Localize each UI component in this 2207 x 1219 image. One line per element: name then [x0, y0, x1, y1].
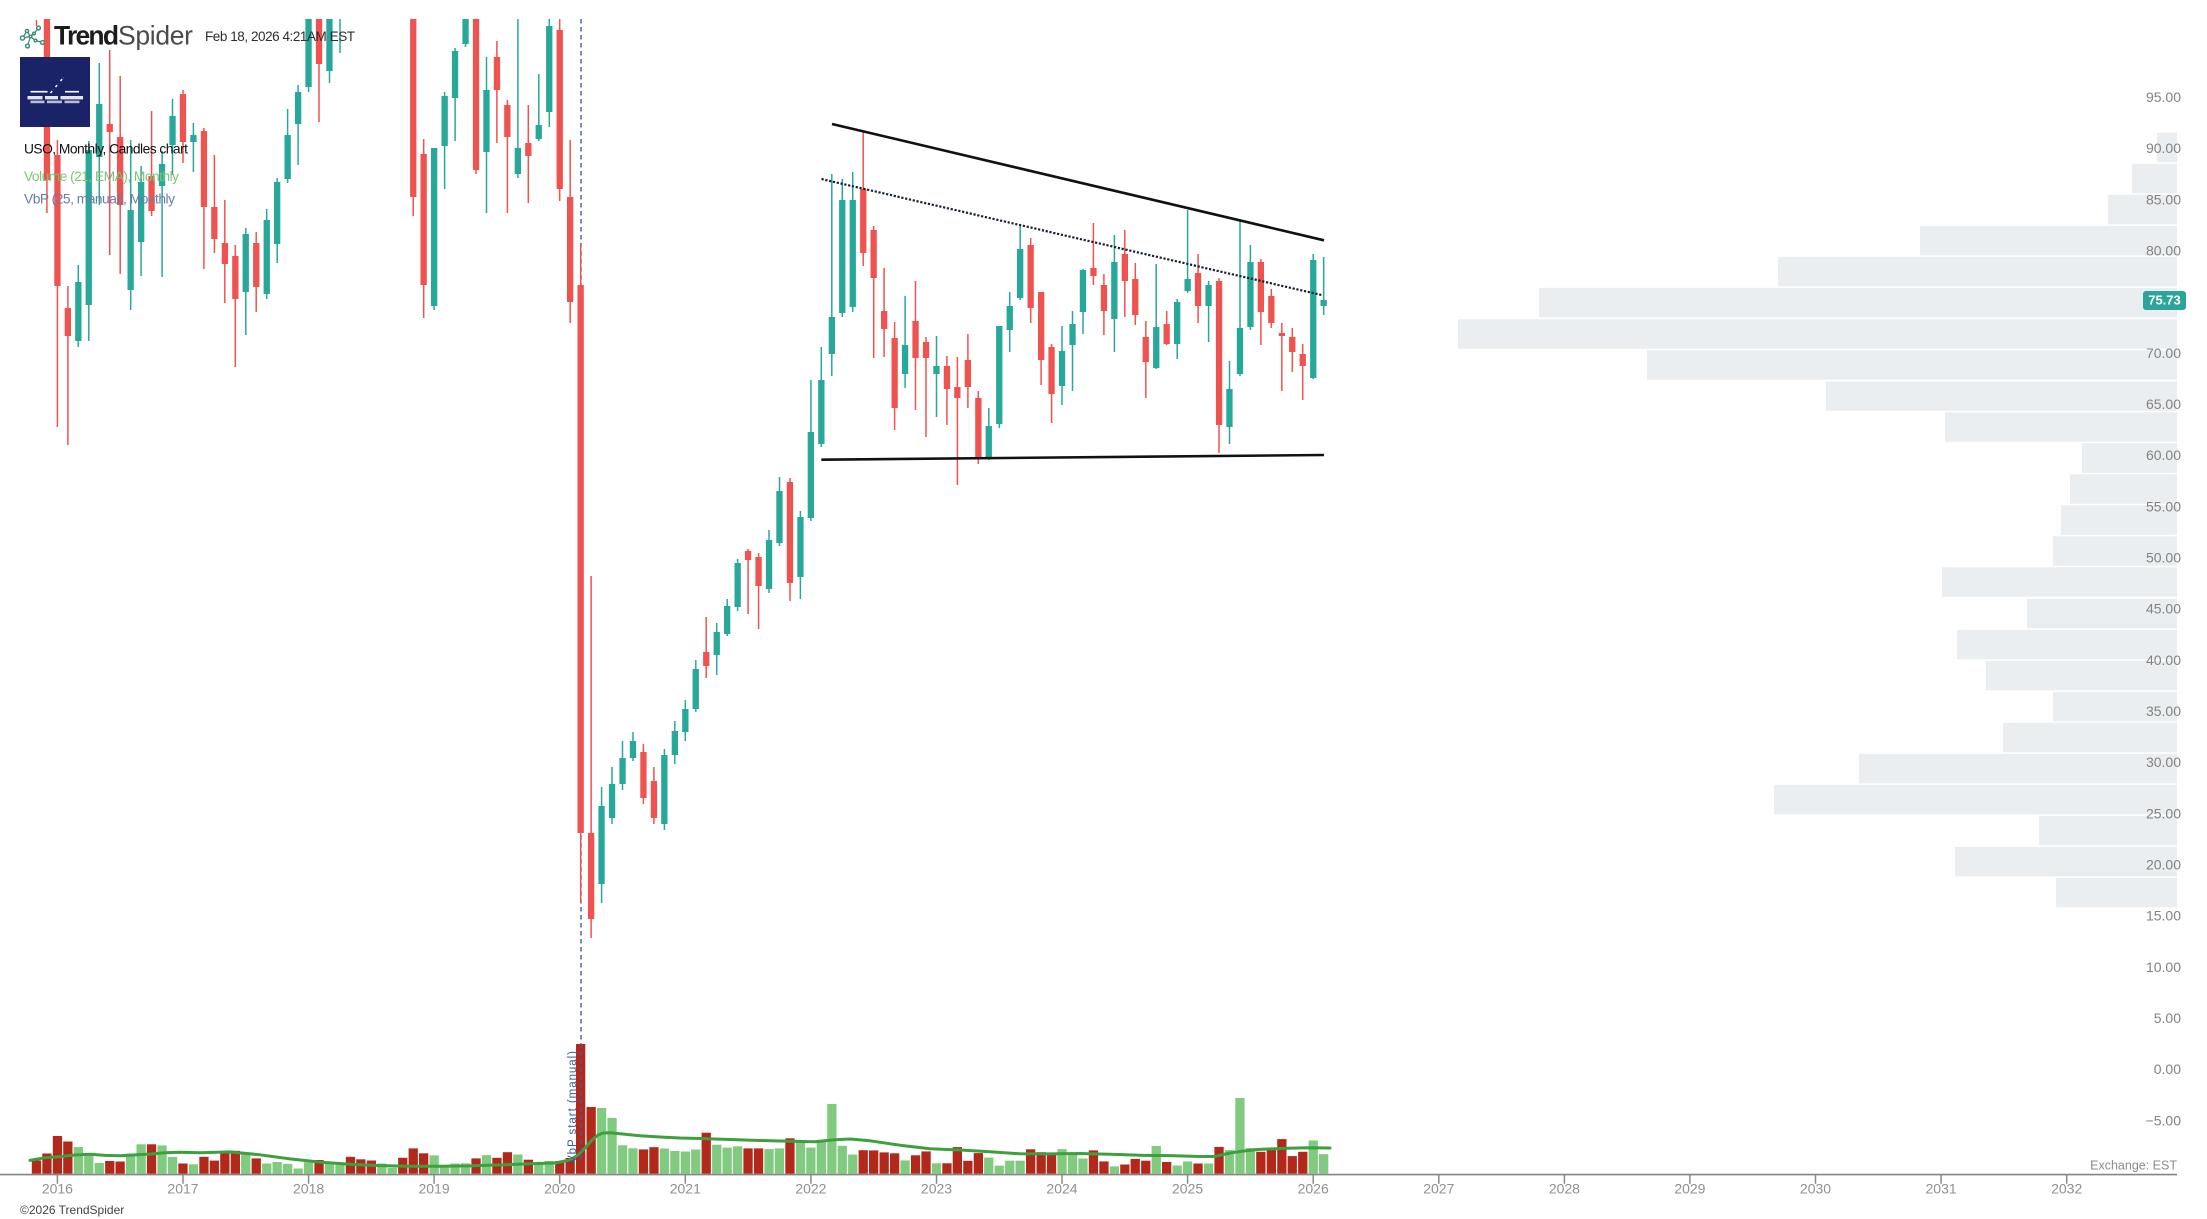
svg-text:2029: 2029: [1674, 1181, 1705, 1197]
svg-text:2024: 2024: [1046, 1181, 1077, 1197]
svg-text:30.00: 30.00: [2146, 754, 2181, 770]
svg-text:2016: 2016: [42, 1181, 73, 1197]
svg-text:55.00: 55.00: [2146, 498, 2181, 514]
svg-text:35.00: 35.00: [2146, 703, 2181, 719]
svg-text:15.00: 15.00: [2146, 908, 2181, 924]
svg-text:Feb 18, 2026 4:21AM EST: Feb 18, 2026 4:21AM EST: [205, 29, 355, 44]
svg-text:95.00: 95.00: [2146, 89, 2181, 105]
svg-text:Trend: Trend: [54, 21, 118, 51]
svg-text:Spider: Spider: [118, 21, 193, 51]
svg-text:©2026 TrendSpider: ©2026 TrendSpider: [20, 1203, 124, 1217]
svg-text:2017: 2017: [167, 1181, 198, 1197]
svg-text:2022: 2022: [795, 1181, 826, 1197]
svg-text:65.00: 65.00: [2146, 396, 2181, 412]
svg-text:80.00: 80.00: [2146, 243, 2181, 259]
svg-text:2021: 2021: [670, 1181, 701, 1197]
svg-text:VbP (25, manual), Monthly: VbP (25, manual), Monthly: [24, 192, 175, 207]
svg-text:2020: 2020: [544, 1181, 575, 1197]
svg-text:2018: 2018: [293, 1181, 324, 1197]
svg-text:45.00: 45.00: [2146, 601, 2181, 617]
svg-text:Volume (21, EMA), Monthly: Volume (21, EMA), Monthly: [24, 169, 179, 184]
svg-text:90.00: 90.00: [2146, 140, 2181, 156]
svg-text:2032: 2032: [2051, 1181, 2082, 1197]
svg-text:2026: 2026: [1298, 1181, 1329, 1197]
svg-text:60.00: 60.00: [2146, 447, 2181, 463]
svg-text:85.00: 85.00: [2146, 191, 2181, 207]
svg-text:20.00: 20.00: [2146, 857, 2181, 873]
svg-text:2023: 2023: [921, 1181, 952, 1197]
svg-text:50.00: 50.00: [2146, 550, 2181, 566]
svg-text:USO, Monthly, Candles chart: USO, Monthly, Candles chart: [24, 142, 188, 157]
svg-text:2031: 2031: [1926, 1181, 1957, 1197]
svg-text:2030: 2030: [1800, 1181, 1831, 1197]
svg-text:2027: 2027: [1423, 1181, 1454, 1197]
svg-text:10.00: 10.00: [2146, 959, 2181, 975]
svg-text:0.00: 0.00: [2154, 1061, 2181, 1077]
svg-text:2019: 2019: [419, 1181, 450, 1197]
svg-text:−5.00: −5.00: [2146, 1112, 2182, 1128]
svg-text:25.00: 25.00: [2146, 805, 2181, 821]
svg-text:Exchange: EST: Exchange: EST: [2090, 1159, 2177, 1173]
svg-text:40.00: 40.00: [2146, 652, 2181, 668]
svg-text:2028: 2028: [1549, 1181, 1580, 1197]
svg-text:2025: 2025: [1172, 1181, 1203, 1197]
svg-text:5.00: 5.00: [2154, 1010, 2181, 1026]
svg-text:70.00: 70.00: [2146, 345, 2181, 361]
svg-text:75.73: 75.73: [2148, 293, 2181, 308]
svg-text:VbP start (manual): VbP start (manual): [567, 1051, 579, 1163]
